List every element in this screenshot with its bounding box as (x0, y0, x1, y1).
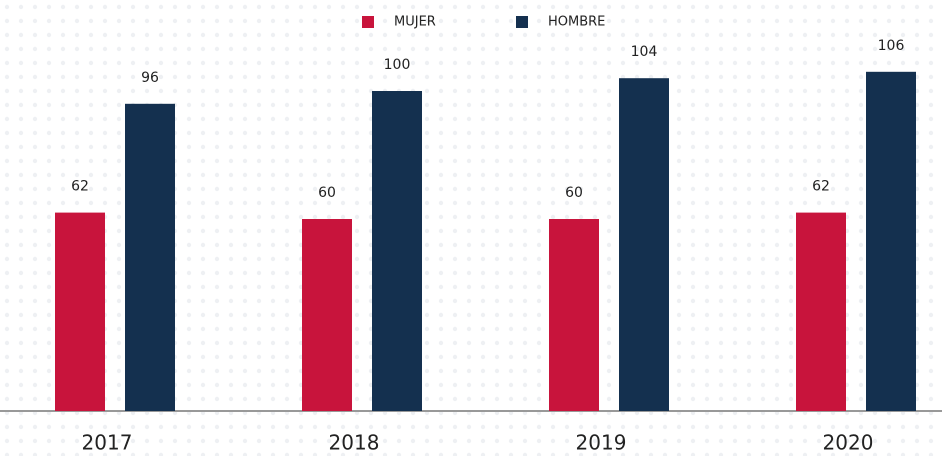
bar (549, 219, 599, 411)
bar (372, 91, 422, 411)
bar (302, 219, 352, 411)
legend-swatch (362, 16, 374, 28)
value-label: 62 (812, 179, 830, 195)
bar (55, 212, 105, 411)
value-label: 104 (631, 44, 658, 60)
x-tick-label: 2019 (576, 431, 627, 455)
legend-swatch (516, 16, 528, 28)
bar (866, 71, 916, 412)
x-tick-label: 2017 (82, 431, 133, 455)
x-tick-label: 2020 (823, 431, 874, 455)
x-tick-label: 2018 (329, 431, 380, 455)
value-label: 100 (384, 57, 411, 73)
legend-label: MUJER (394, 15, 436, 30)
value-label: 60 (565, 185, 583, 201)
value-label: 96 (141, 70, 159, 86)
value-label: 62 (71, 179, 89, 195)
legend-label: HOMBRE (548, 15, 605, 30)
value-label: 106 (878, 38, 905, 54)
bar (125, 103, 175, 412)
bar (619, 78, 669, 411)
bar (796, 212, 846, 411)
value-label: 60 (318, 185, 336, 201)
